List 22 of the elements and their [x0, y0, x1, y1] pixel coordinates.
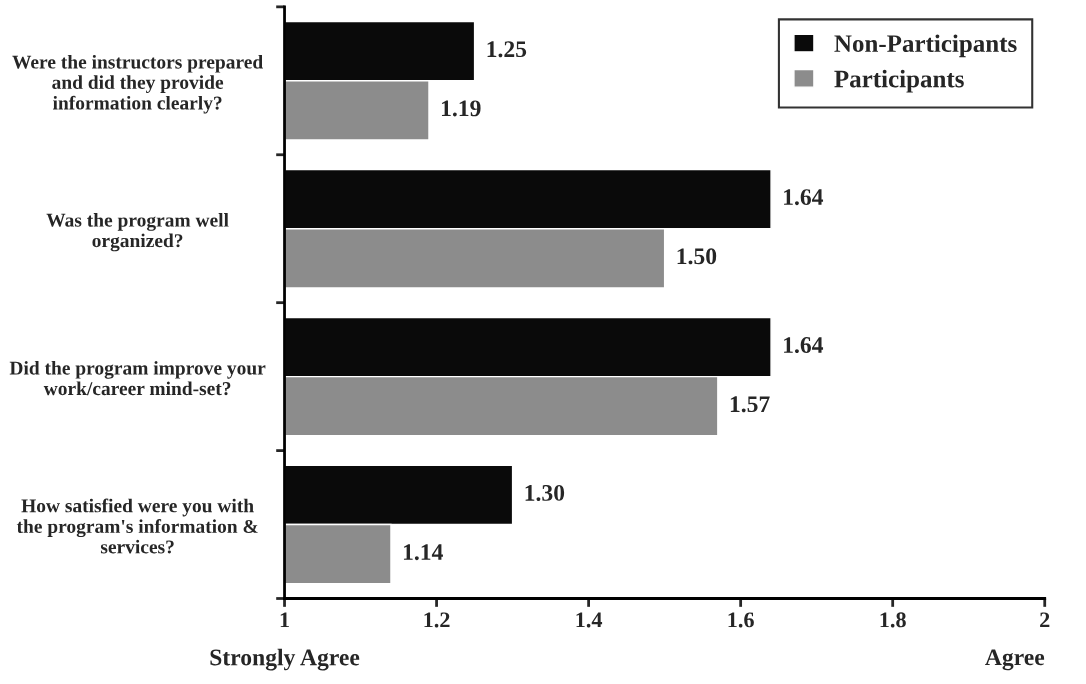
data-label: 1.64: [784, 337, 824, 354]
legend-label: Non-Participants: [834, 34, 1017, 58]
data-label: 1.14: [403, 544, 443, 561]
y-tick-label: Were the instructors prepared and did they provide information clearly?: [12, 54, 263, 114]
data-label: 1.30: [525, 484, 565, 501]
text: Strongly Agree: [210, 648, 360, 671]
data-label: 1.57: [730, 396, 770, 413]
data-label: 1.50: [677, 248, 717, 265]
y-tick-label: Did the program improve your work/career mind-set?: [9, 360, 266, 396]
x-tick-label: 1: [280, 612, 289, 628]
data-label: 1.25: [487, 41, 527, 58]
x-tick-label: 1.2: [424, 612, 450, 628]
data-label: 1.19: [441, 100, 481, 117]
text: Agree: [985, 649, 1045, 671]
x-tick-label: 1.6: [728, 612, 754, 628]
legend-label: Participants: [834, 69, 964, 93]
data-label: 1.64: [784, 189, 824, 206]
x-tick-label: 1.4: [576, 612, 603, 628]
y-tick-label: How satisfied were you with the program's information & services?: [16, 498, 258, 554]
x-tick-label: 2: [1040, 612, 1050, 628]
y-tick-label: Was the program well organized?: [46, 213, 229, 252]
x-tick-label: 1.8: [880, 612, 906, 628]
